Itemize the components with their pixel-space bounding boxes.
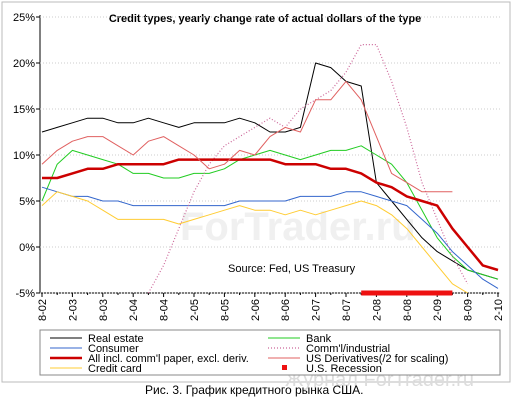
legend-label: All incl. comm'l paper, excl. deriv. [88,353,249,365]
x-tick-label: 2-06 [250,299,262,321]
series-line [41,62,499,280]
legend-label: Real estate [88,333,144,345]
series-line [41,191,468,294]
x-tick-label: 8-03 [98,299,110,321]
x-tick-label: 2-10 [493,299,505,321]
legend-label: Comm'l/industrial [306,343,390,355]
plot [41,44,499,296]
y-tick-label: 10% [13,150,35,162]
x-tick-label: 8-06 [280,299,292,321]
x-tick-label: 2-04 [128,299,140,321]
x-tick-label: 2-07 [311,299,323,321]
watermark: ForTrader.ru [180,205,416,249]
chart-title: Credit types, yearly change rate of actu… [109,13,421,25]
x-tick-label: 2-05 [189,299,201,321]
series-line [41,80,453,193]
y-tick-label: 25% [13,12,35,24]
legend-label: U.S. Recession [306,363,382,375]
annotation: Source: Fed, US Treasury [228,263,356,275]
y-tick-label: 5% [19,196,35,208]
x-tick-label: 8-09 [463,299,475,321]
x-tick-label: 8-02 [37,299,49,321]
y-tick-label: 15% [13,104,35,116]
legend-label: US Derivatives(/2 for scaling) [306,353,448,365]
y-tick-label: 20% [13,58,35,70]
x-tick-label: 8-07 [341,299,353,321]
x-tick-label: 2-03 [67,299,79,321]
x-tick-label: 8-05 [219,299,231,321]
caption: Рис. 3. График кредитного рынка США. [145,383,363,397]
series-line [42,158,499,272]
x-tick-label: 8-04 [159,299,171,321]
y-tick-label: -5% [15,288,35,300]
legend-label: Consumer [88,343,139,355]
y-tick-label: 0% [19,242,35,254]
x-tick-label: 2-08 [371,299,383,321]
legend-swatch [282,365,287,370]
legend-label: Bank [306,333,332,345]
legend-label: Credit card [88,363,142,375]
series-line [147,44,469,294]
series-line [41,186,499,289]
x-tick-label: 2-09 [432,299,444,321]
x-tick-label: 8-08 [402,299,414,321]
